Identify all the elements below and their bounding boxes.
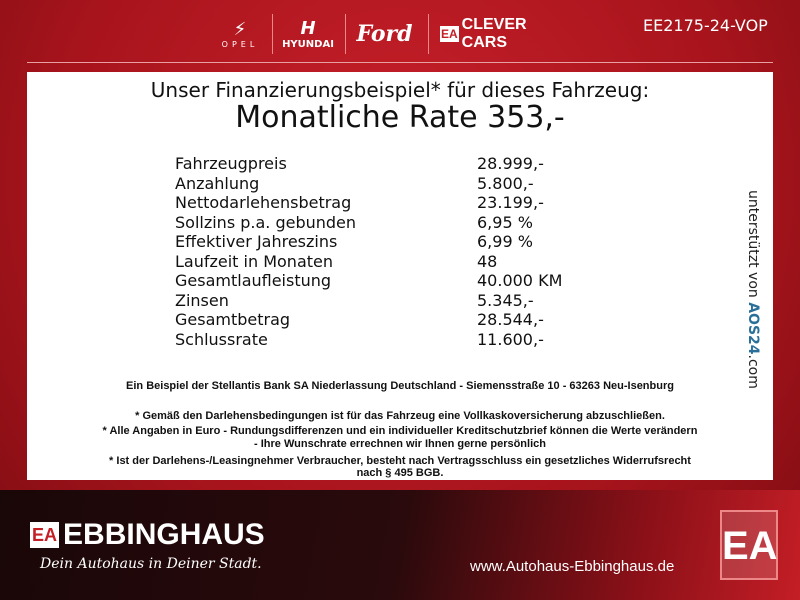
ford-logo: Ford (356, 21, 413, 47)
table-row: Nettodarlehensbetrag 23.199,- (175, 193, 544, 212)
footnote: * Ist der Darlehens-/Leasingnehmer Verbr… (109, 455, 691, 467)
aos24-logo: AOS24 (745, 302, 761, 355)
footnote: nach § 495 BGB. (356, 467, 444, 479)
footnote: - Ihre Wunschrate errechnen wir Ihnen ge… (254, 438, 546, 450)
divider (272, 14, 273, 54)
ebbinghaus-logo: EA EBBINGHAUS (30, 518, 265, 551)
footer: EA EBBINGHAUS Dein Autohaus in Deiner Sta… (0, 490, 800, 600)
table-row: Effektiver Jahreszins 6,99 % (175, 232, 533, 251)
financing-table: Fahrzeugpreis 28.999,- Anzahlung 5.800,- N… (175, 154, 562, 349)
supported-by: unterstützt von AOS24.com (745, 190, 761, 389)
monthly-rate: Monatliche Rate 353,- (235, 100, 565, 135)
table-row: Sollzins p.a. gebunden 6,95 % (175, 212, 533, 232)
footnote: * Gemäß den Darlehensbedingungen ist für… (135, 410, 665, 422)
table-row: Laufzeit in Monaten 48 (175, 251, 498, 271)
clever-cars-logo: EA CLEVER CARS (440, 16, 527, 51)
footnote: * Alle Angaben in Euro - Rundungsdiffere… (102, 425, 698, 437)
financing-panel: Unser Finanzierungsbeispiel* für dieses … (27, 72, 773, 480)
table-row: Zinsen 5.345,- (175, 290, 534, 310)
table-row: Schlussrate 11.600,- (175, 329, 544, 349)
financing-title: Unser Finanzierungsbeispiel* für dieses … (150, 78, 650, 102)
vehicle-code: EE2175-24-VOP (643, 16, 768, 35)
divider (27, 62, 773, 63)
table-row: Fahrzeugpreis 28.999,- (175, 154, 544, 173)
website-link[interactable]: www.Autohaus-Ebbinghaus.de (470, 558, 675, 575)
header: ⚡ OPEL H HYUNDAI Ford EA CLEVER CARS EE2175… (0, 0, 800, 64)
table-row: Gesamtbetrag 28.544,- (175, 310, 544, 329)
ea-logo: EA (720, 510, 778, 580)
table-row: Gesamtlaufleistung 40.000 KM (175, 271, 563, 290)
table-row: Anzahlung 5.800,- (175, 173, 534, 193)
opel-logo: ⚡ OPEL (221, 19, 259, 49)
bank-info: Ein Beispiel der Stellantis Bank SA Nied… (126, 380, 674, 392)
divider (428, 14, 429, 54)
hyundai-logo: H HYUNDAI (282, 18, 334, 50)
divider (345, 14, 346, 54)
slogan: Dein Autohaus in Deiner Stadt. (40, 556, 262, 572)
